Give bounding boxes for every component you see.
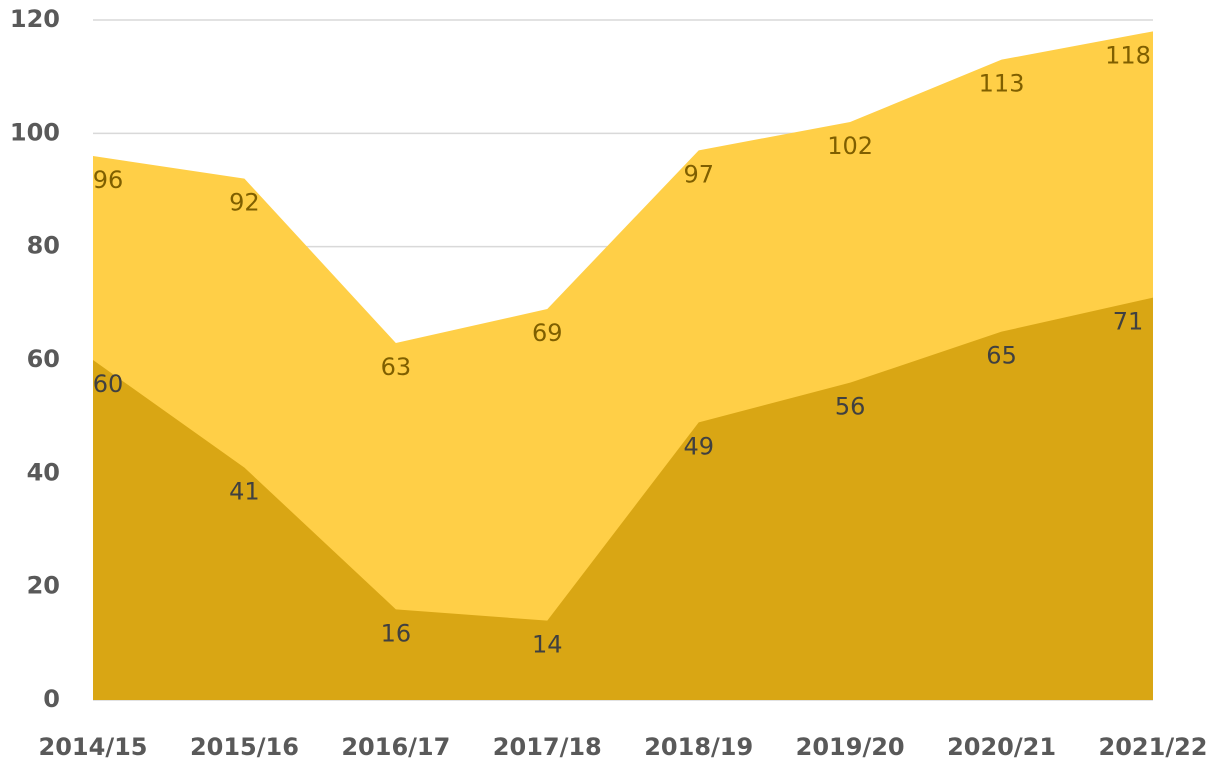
data-label: 113: [979, 70, 1025, 98]
x-tick-label: 2017/18: [493, 733, 602, 761]
x-tick-label: 2015/16: [190, 733, 299, 761]
data-label: 63: [381, 353, 412, 381]
data-label: 65: [986, 342, 1017, 370]
y-tick-label: 80: [27, 232, 60, 260]
y-tick-label: 60: [27, 345, 60, 373]
x-tick-label: 2021/22: [1099, 733, 1208, 761]
data-label: 14: [532, 631, 563, 659]
data-label: 56: [835, 393, 866, 421]
data-label: 41: [229, 478, 260, 506]
area: [93, 297, 1153, 700]
data-label: 49: [683, 432, 714, 460]
data-label: 118: [1105, 41, 1151, 69]
data-label: 96: [93, 166, 124, 194]
y-tick-label: 100: [10, 118, 60, 146]
x-tick-label: 2014/15: [39, 733, 148, 761]
data-label: 60: [93, 370, 124, 398]
x-tick-label: 2020/21: [947, 733, 1056, 761]
data-label: 69: [532, 319, 563, 347]
x-tick-label: 2016/17: [341, 733, 450, 761]
data-label: 92: [229, 189, 260, 217]
y-tick-label: 0: [43, 685, 60, 713]
data-label: 71: [1113, 308, 1144, 336]
x-tick-label: 2018/19: [644, 733, 753, 761]
y-tick-label: 20: [27, 572, 60, 600]
data-label: 97: [683, 160, 714, 188]
data-label: 102: [827, 132, 873, 160]
data-label: 16: [381, 619, 412, 647]
y-tick-label: 40: [27, 458, 60, 486]
x-tick-label: 2019/20: [796, 733, 905, 761]
y-tick-label: 120: [10, 5, 60, 33]
